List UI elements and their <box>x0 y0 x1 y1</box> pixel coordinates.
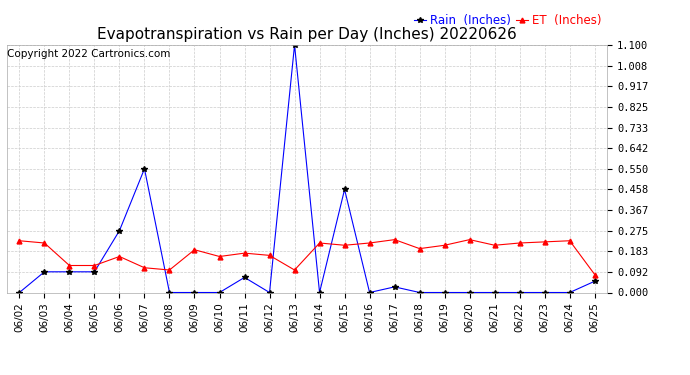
Rain  (Inches) <box>466 290 474 295</box>
ET  (Inches) <box>540 240 549 244</box>
Rain  (Inches) <box>240 275 248 280</box>
Rain  (Inches) <box>315 290 324 295</box>
ET  (Inches) <box>266 253 274 258</box>
Rain  (Inches) <box>515 290 524 295</box>
ET  (Inches) <box>491 243 499 248</box>
Rain  (Inches) <box>115 228 124 233</box>
Rain  (Inches) <box>40 270 48 274</box>
Line: Rain  (Inches): Rain (Inches) <box>17 42 598 295</box>
ET  (Inches) <box>66 263 74 268</box>
ET  (Inches) <box>290 268 299 272</box>
Rain  (Inches) <box>15 290 23 295</box>
Rain  (Inches) <box>491 290 499 295</box>
Rain  (Inches) <box>190 290 199 295</box>
ET  (Inches) <box>90 263 99 268</box>
Rain  (Inches) <box>140 166 148 171</box>
Rain  (Inches) <box>591 279 599 284</box>
ET  (Inches) <box>215 254 224 259</box>
ET  (Inches) <box>515 241 524 245</box>
ET  (Inches) <box>40 241 48 245</box>
Rain  (Inches) <box>440 290 449 295</box>
ET  (Inches) <box>190 248 199 252</box>
ET  (Inches) <box>166 268 174 272</box>
Rain  (Inches) <box>566 290 574 295</box>
Rain  (Inches) <box>215 290 224 295</box>
ET  (Inches) <box>415 246 424 251</box>
Rain  (Inches) <box>415 290 424 295</box>
Rain  (Inches) <box>166 290 174 295</box>
Rain  (Inches) <box>266 290 274 295</box>
ET  (Inches) <box>391 237 399 242</box>
ET  (Inches) <box>140 266 148 270</box>
ET  (Inches) <box>366 241 374 245</box>
ET  (Inches) <box>240 251 248 255</box>
Text: Copyright 2022 Cartronics.com: Copyright 2022 Cartronics.com <box>7 49 170 59</box>
Rain  (Inches) <box>340 187 348 192</box>
Title: Evapotranspiration vs Rain per Day (Inches) 20220626: Evapotranspiration vs Rain per Day (Inch… <box>97 27 517 42</box>
ET  (Inches) <box>566 238 574 243</box>
Rain  (Inches) <box>366 290 374 295</box>
Rain  (Inches) <box>66 270 74 274</box>
ET  (Inches) <box>115 254 124 259</box>
Legend: Rain  (Inches), ET  (Inches): Rain (Inches), ET (Inches) <box>414 14 601 27</box>
ET  (Inches) <box>340 243 348 248</box>
ET  (Inches) <box>466 237 474 242</box>
Rain  (Inches) <box>540 290 549 295</box>
ET  (Inches) <box>15 238 23 243</box>
Line: ET  (Inches): ET (Inches) <box>17 237 597 277</box>
Rain  (Inches) <box>90 270 99 274</box>
ET  (Inches) <box>440 243 449 248</box>
ET  (Inches) <box>315 241 324 245</box>
ET  (Inches) <box>591 272 599 277</box>
Rain  (Inches) <box>290 43 299 47</box>
Rain  (Inches) <box>391 285 399 289</box>
